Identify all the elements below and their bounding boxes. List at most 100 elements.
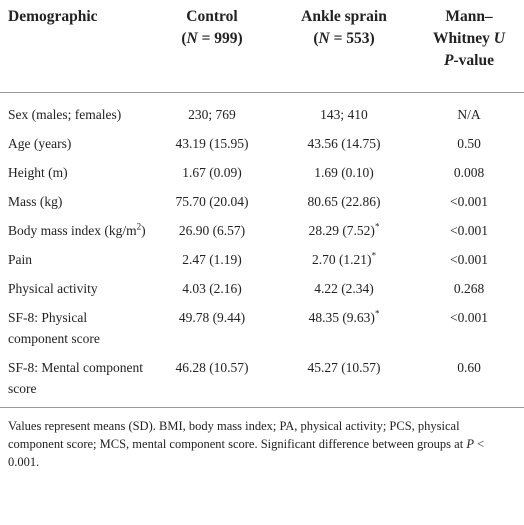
table-cell: N/A	[414, 93, 524, 130]
text: Whitney	[433, 30, 494, 47]
text: P	[444, 52, 454, 69]
row-label: SF-8: Mental component score	[0, 353, 150, 408]
table-cell: 230; 769	[150, 93, 274, 130]
text: SF-8: Physical component score	[8, 310, 100, 346]
text: 75.70 (20.04)	[175, 194, 249, 209]
text: *	[371, 250, 377, 261]
text: <0.001	[450, 194, 488, 209]
row-label: Sex (males; females)	[0, 93, 150, 130]
text: 26.90 (6.57)	[178, 223, 246, 238]
table-cell: 46.28 (10.57)	[150, 353, 274, 408]
table-row: SF-8: Mental component score 46.28 (10.57…	[0, 353, 524, 408]
table-cell: 4.03 (2.16)	[150, 274, 274, 303]
text: )	[141, 223, 146, 238]
column-header: Control (N = 999)	[150, 0, 274, 93]
column-header: Ankle sprain (N = 553)	[274, 0, 414, 93]
text: Values represent means (SD). BMI, body m…	[8, 419, 467, 451]
row-label: Pain	[0, 245, 150, 274]
table-cell: 45.27 (10.57)	[274, 353, 414, 408]
text: 4.03 (2.16)	[182, 281, 242, 296]
text: = 553)	[329, 30, 375, 47]
table-cell: 80.65 (22.86)	[274, 187, 414, 216]
table-cell: 26.90 (6.57)	[150, 216, 274, 245]
table-row: SF-8: Physical component score 49.78 (9.4…	[0, 303, 524, 353]
text: *	[374, 308, 380, 319]
text: 0.50	[457, 136, 481, 151]
text: (	[181, 30, 187, 47]
text: 2.47 (1.19)	[182, 252, 242, 267]
text: 0.008	[453, 165, 485, 180]
text: 43.56 (14.75)	[307, 136, 381, 151]
table-cell: <0.001	[414, 245, 524, 274]
table-cell: 2.70 (1.21)*	[274, 245, 414, 274]
text: -value	[453, 52, 494, 69]
table-cell: 4.22 (2.34)	[274, 274, 414, 303]
table-row: Physical activity 4.03 (2.16) 4.22 (2.34) 0…	[0, 274, 524, 303]
text: 43.19 (15.95)	[175, 136, 249, 151]
text: (	[313, 30, 319, 47]
text: 230; 769	[188, 107, 236, 122]
text: U	[493, 30, 505, 47]
text: Age (years)	[8, 136, 72, 151]
header-row: Demographic Control (N = 999) Ankle sprain(…	[0, 0, 524, 93]
text: 1.67 (0.09)	[182, 165, 242, 180]
text: 48.35 (9.63)	[308, 310, 375, 325]
table-cell: 75.70 (20.04)	[150, 187, 274, 216]
text: Mann–	[445, 8, 493, 25]
data-table: Demographic Control (N = 999) Ankle sprain(…	[0, 0, 524, 408]
text: Control	[186, 8, 238, 25]
table-cell: 143; 410	[274, 93, 414, 130]
row-label: Physical activity	[0, 274, 150, 303]
text: 80.65 (22.86)	[307, 194, 381, 209]
text: 0.60	[457, 360, 481, 375]
column-header: Demographic	[0, 0, 150, 93]
text: SF-8: Mental component score	[8, 360, 143, 396]
table-row: Mass (kg) 75.70 (20.04) 80.65 (22.86) <0.00…	[0, 187, 524, 216]
text: N/A	[457, 107, 481, 122]
text: N	[318, 30, 330, 47]
table-cell: 48.35 (9.63)*	[274, 303, 414, 353]
text: Body mass index (kg/m	[8, 223, 137, 238]
table-cell: 0.268	[414, 274, 524, 303]
text: 4.22 (2.34)	[314, 281, 374, 296]
table-cell: <0.001	[414, 216, 524, 245]
table-row: Height (m) 1.67 (0.09) 1.69 (0.10) 0.008	[0, 158, 524, 187]
table-row: Pain 2.47 (1.19) 2.70 (1.21)* <0.001	[0, 245, 524, 274]
row-label: Height (m)	[0, 158, 150, 187]
table-cell: 0.50	[414, 129, 524, 158]
text: Demographic	[8, 8, 98, 25]
text: 28.29 (7.52)	[308, 223, 375, 238]
table-cell: 0.60	[414, 353, 524, 408]
text: 2	[136, 221, 142, 232]
table-row: Sex (males; females) 230; 769 143; 410 N/A	[0, 93, 524, 130]
table-cell: 43.19 (15.95)	[150, 129, 274, 158]
column-header: Mann– Whitney U P-value	[414, 0, 524, 93]
table-cell: 49.78 (9.44)	[150, 303, 274, 353]
footnote: Values represent means (SD). BMI, body m…	[0, 408, 524, 471]
row-label: Body mass index (kg/m2)	[0, 216, 150, 245]
text: 45.27 (10.57)	[307, 360, 381, 375]
text: Height (m)	[8, 165, 68, 180]
text: Sex (males; females)	[8, 107, 122, 122]
text: N	[186, 30, 198, 47]
table-cell: 2.47 (1.19)	[150, 245, 274, 274]
table-body: Sex (males; females) 230; 769 143; 410 N/A A…	[0, 93, 524, 408]
text: P	[466, 437, 474, 451]
text: 143; 410	[320, 107, 368, 122]
text: <0.001	[450, 310, 488, 325]
text: = 999)	[197, 30, 243, 47]
text: Pain	[8, 252, 33, 267]
text: < 0.001.	[8, 437, 485, 469]
text: <0.001	[450, 252, 488, 267]
text: 2.70 (1.21)	[311, 252, 372, 267]
table-cell: 1.67 (0.09)	[150, 158, 274, 187]
table-cell: 0.008	[414, 158, 524, 187]
text: 1.69 (0.10)	[314, 165, 374, 180]
text: 46.28 (10.57)	[175, 360, 249, 375]
text: Mass (kg)	[8, 194, 63, 209]
table-row: Body mass index (kg/m2) 26.90 (6.57) 28.29…	[0, 216, 524, 245]
table-cell: 28.29 (7.52)*	[274, 216, 414, 245]
row-label: Mass (kg)	[0, 187, 150, 216]
text: Ankle sprain	[301, 8, 387, 25]
